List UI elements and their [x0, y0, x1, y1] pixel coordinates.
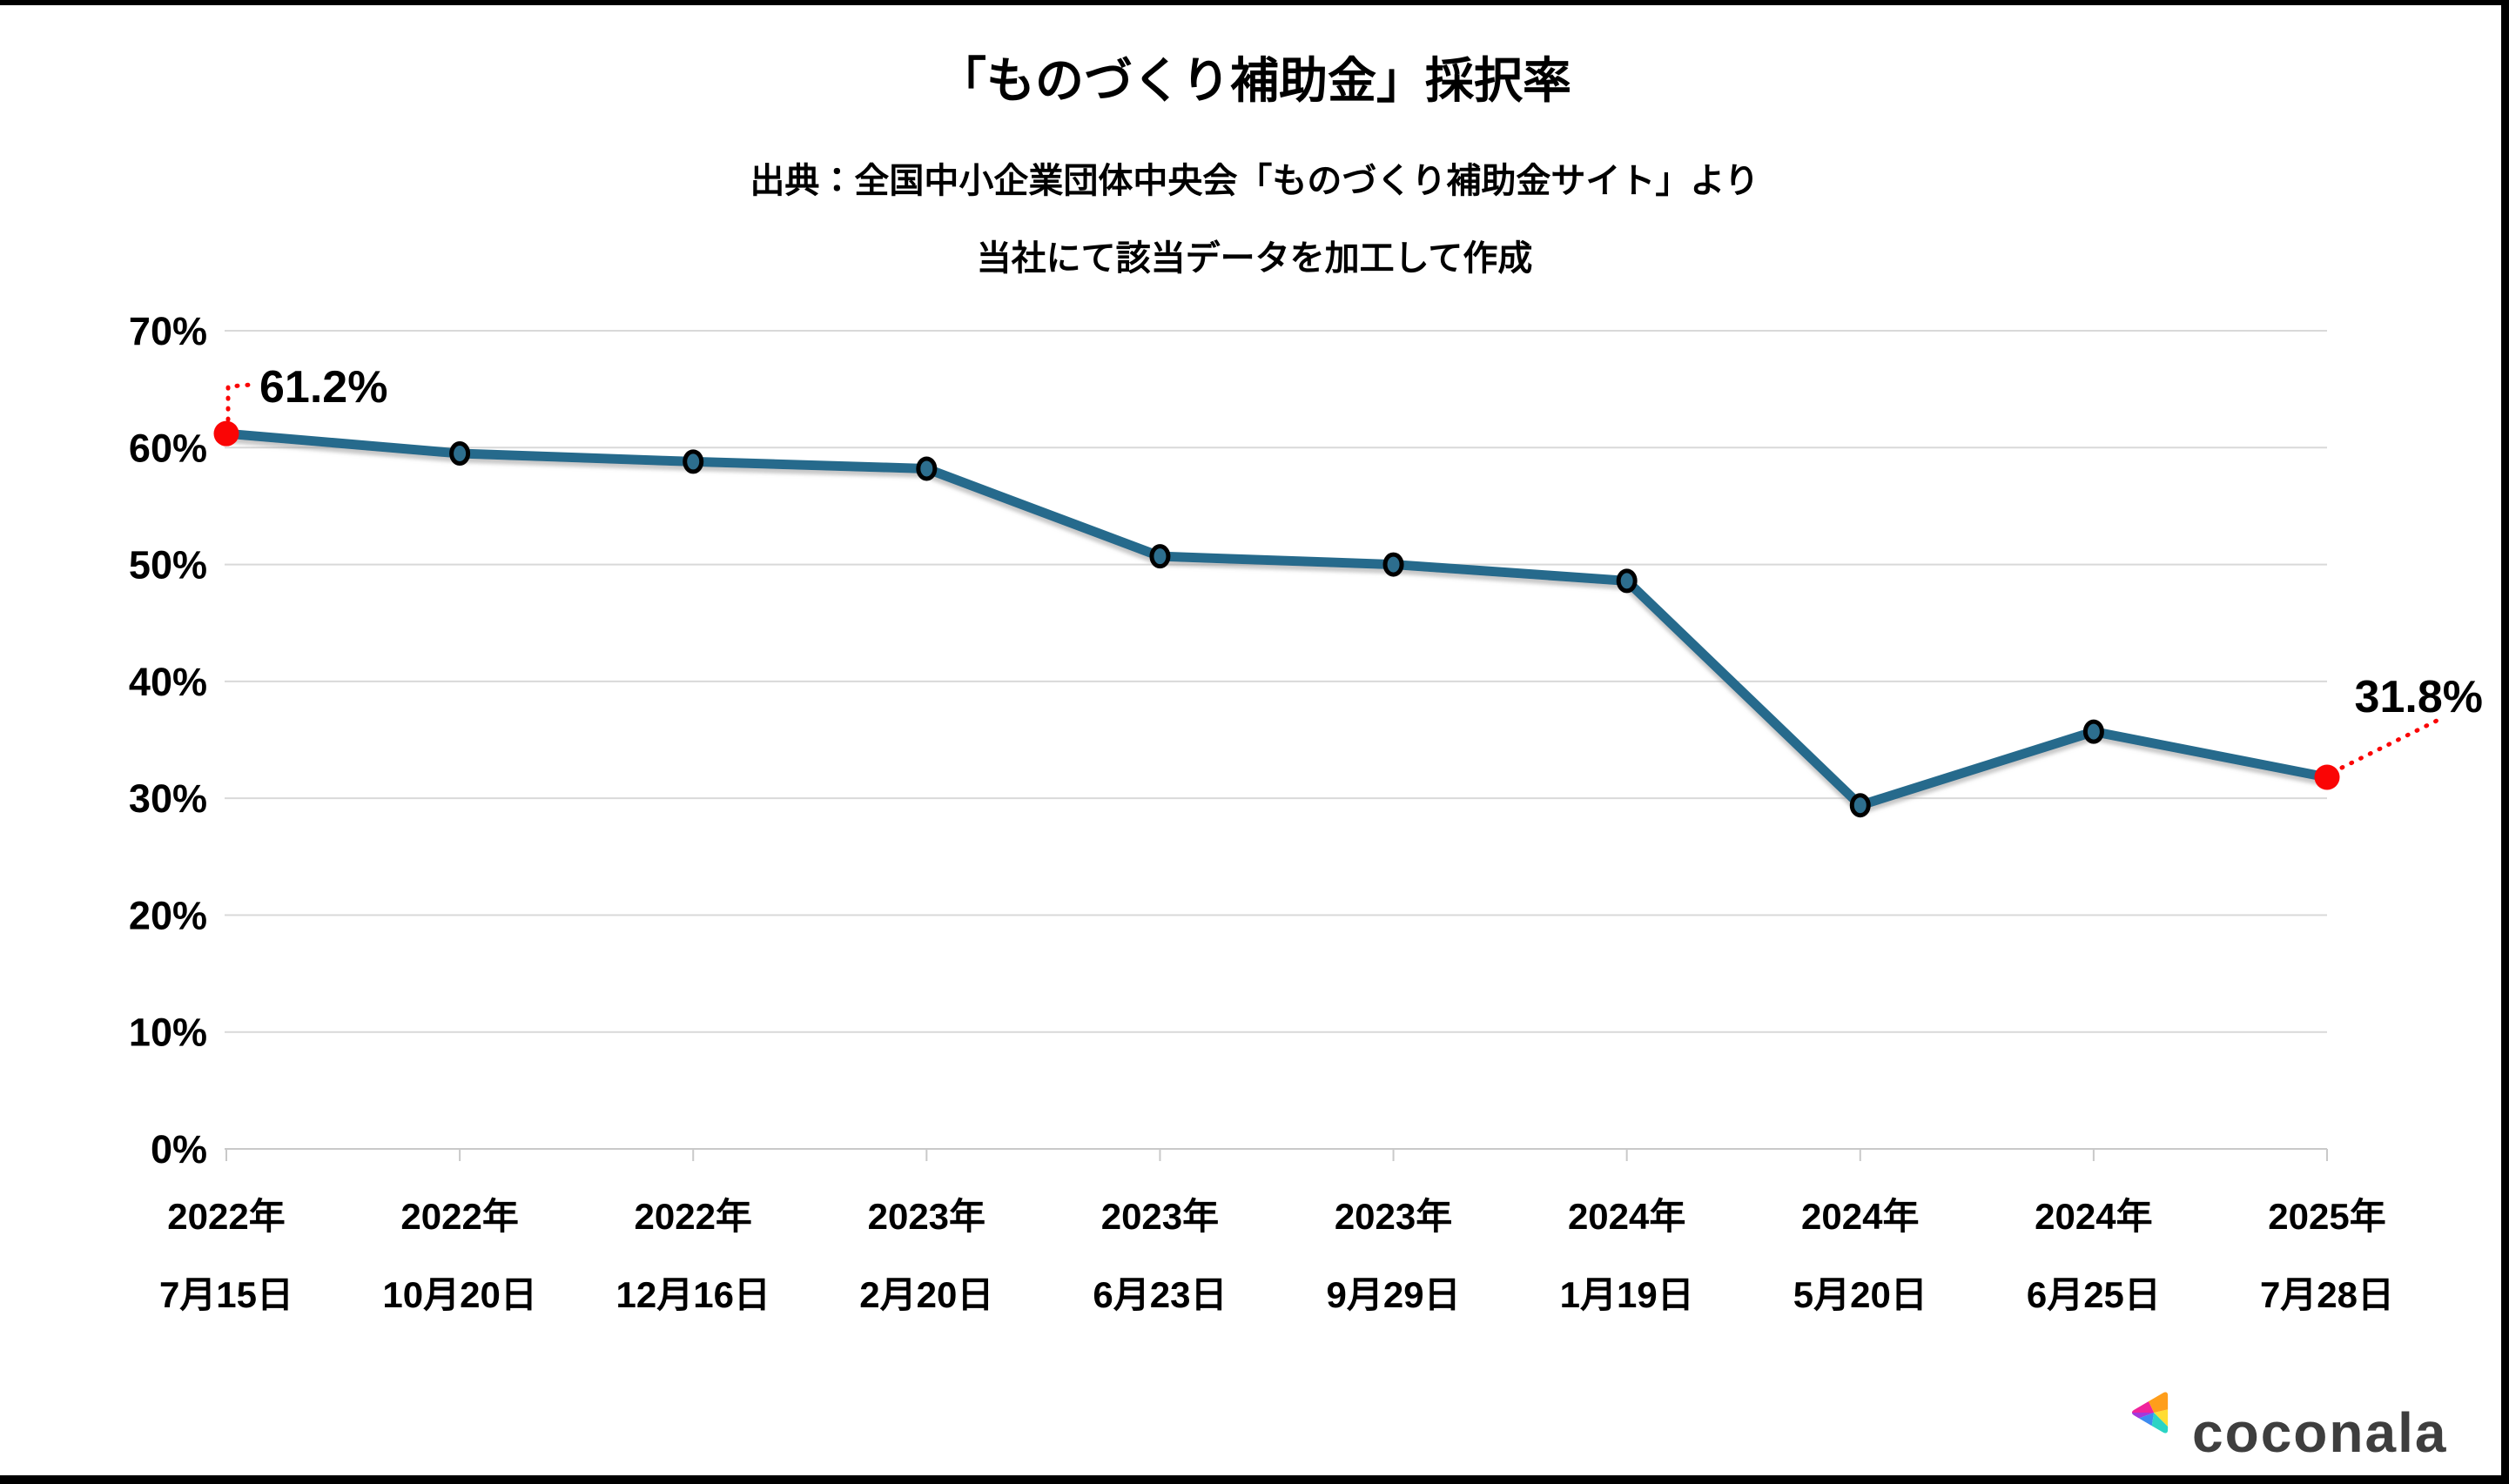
- y-tick-label: 20%: [129, 893, 207, 937]
- x-tick-label-year: 2022年: [635, 1196, 752, 1237]
- x-tick-label-date: 7月15日: [159, 1274, 293, 1315]
- x-tick-label-year: 2023年: [1101, 1196, 1219, 1237]
- y-tick-label: 0%: [151, 1127, 207, 1172]
- right-border: [2501, 0, 2509, 1484]
- y-tick-label: 50%: [129, 543, 207, 588]
- x-tick-label-date: 12月16日: [616, 1274, 770, 1315]
- data-point: [916, 456, 938, 481]
- x-tick-label-year: 2023年: [1335, 1196, 1452, 1237]
- coconala-wordmark: coconala: [2192, 1401, 2447, 1464]
- x-tick-label-year: 2024年: [1801, 1196, 1919, 1237]
- data-point: [1149, 544, 1171, 569]
- coconala-logo: coconala: [2131, 1392, 2447, 1464]
- x-tick-label-year: 2022年: [167, 1196, 285, 1237]
- x-tick-label-date: 6月23日: [1093, 1274, 1227, 1315]
- y-tick-label: 70%: [129, 309, 207, 353]
- data-point: [1382, 552, 1404, 577]
- callout-value-label: 61.2%: [259, 362, 387, 413]
- x-tick-label-year: 2025年: [2268, 1196, 2385, 1237]
- x-tick-label-year: 2022年: [400, 1196, 518, 1237]
- data-line: [221, 428, 2332, 810]
- x-tick-label-year: 2024年: [1568, 1196, 1685, 1237]
- x-tick-label-date: 7月28日: [2260, 1274, 2394, 1315]
- x-tick-label-date: 10月20日: [382, 1274, 536, 1315]
- data-point: [683, 449, 704, 474]
- y-tick-label: 60%: [129, 426, 207, 470]
- callout-leader-line: [225, 382, 252, 422]
- data-points: [213, 420, 2340, 818]
- top-border: [0, 0, 2509, 5]
- x-axis: [225, 1149, 2328, 1161]
- x-tick-label-date: 5月20日: [1793, 1274, 1927, 1315]
- callout-value-label: 31.8%: [2355, 672, 2483, 722]
- source-line-1: 出典：全国中小企業団体中央会「ものづくり補助金サイト」より: [750, 162, 1759, 200]
- callout-leader-line: [2339, 718, 2439, 770]
- x-tick-label-date: 9月29日: [1327, 1274, 1461, 1315]
- coconala-triangle-icon: [2131, 1392, 2169, 1434]
- x-tick-label-date: 2月20日: [859, 1274, 993, 1315]
- value-callouts: 61.2% 31.8%: [225, 362, 2483, 770]
- page-title: 「ものづくり補助金」採択率: [938, 53, 1571, 108]
- data-point: [2082, 719, 2104, 744]
- data-point: [1616, 568, 1638, 594]
- adoption-rate-line: [221, 428, 2332, 810]
- data-point: [1849, 793, 1871, 818]
- source-line-2: 当社にて該当データを加工して作成: [977, 238, 1533, 278]
- y-axis-tick-labels: 70% 60% 50% 40% 30% 20% 10% 0%: [129, 309, 207, 1172]
- y-tick-label: 10%: [129, 1011, 207, 1055]
- x-tick-label-year: 2024年: [2035, 1196, 2152, 1237]
- x-axis-tick-labels: 2022年 7月15日 2022年 10月20日 2022年 12月16日 2023年 2月2…: [159, 1196, 2394, 1315]
- y-tick-label: 40%: [129, 660, 207, 704]
- bottom-border: [0, 1475, 2509, 1484]
- highlighted-data-point: [2314, 764, 2340, 790]
- y-tick-label: 30%: [129, 776, 207, 821]
- x-tick-label-date: 1月19日: [1560, 1274, 1694, 1315]
- data-point: [449, 441, 471, 466]
- x-tick-label-year: 2023年: [868, 1196, 985, 1237]
- highlighted-data-point: [213, 420, 239, 447]
- x-tick-label-date: 6月25日: [2027, 1274, 2161, 1315]
